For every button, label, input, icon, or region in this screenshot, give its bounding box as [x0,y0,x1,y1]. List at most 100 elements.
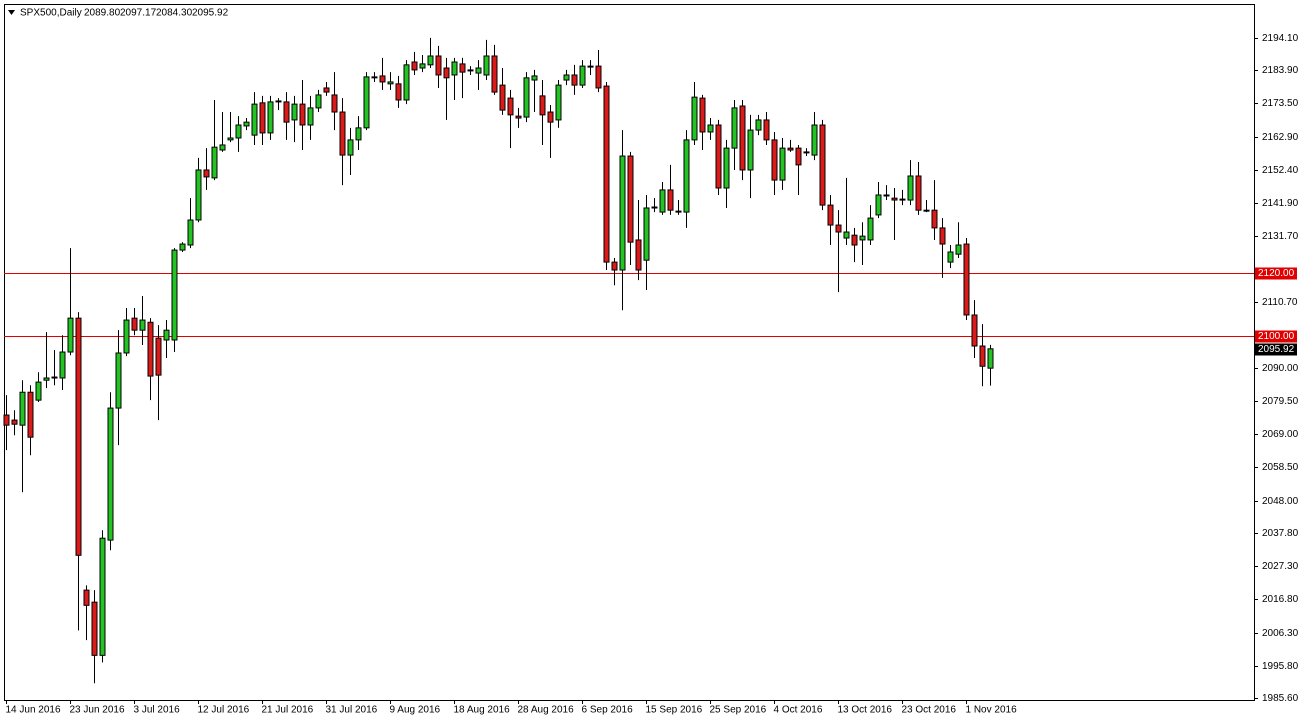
x-tick-label: 21 Jul 2016 [262,705,314,716]
candle-body [467,69,474,72]
candle-body [347,139,354,156]
candle-body [595,65,602,89]
y-tick-label: 1985.60 [1262,693,1299,704]
candle-body [979,345,986,367]
candle-body [547,111,554,123]
candle-body [203,169,210,178]
candle-body [747,129,754,171]
candle-body [187,219,194,246]
candle-body [75,317,82,556]
candle-body [571,74,578,86]
candle-body [155,337,162,376]
y-tick-label: 2152.40 [1262,165,1299,176]
candle-body [411,61,418,71]
candle-body [835,224,842,233]
candle-body [883,194,890,197]
candle-body [587,65,594,68]
y-tick-label: 2090.00 [1262,363,1299,374]
candle-body [819,124,826,206]
y-tick-label: 2069.00 [1262,429,1299,440]
candle-body [267,101,274,134]
candle-body [451,61,458,76]
y-tick-label: 2194.10 [1262,33,1299,44]
candle-body [731,107,738,149]
candle-body [115,352,122,409]
candle-body [683,139,690,213]
candle-body [955,244,962,255]
candle-body [627,155,634,243]
candle-body [371,76,378,79]
candle-body [691,96,698,141]
candle-body [723,147,730,189]
candle-body [51,376,58,379]
y-tick-label: 2048.00 [1262,496,1299,507]
candle-body [539,95,546,116]
candle-body [219,144,226,151]
candle-body [603,85,610,263]
candle-body [163,329,170,341]
x-tick-label: 12 Jul 2016 [198,705,250,716]
x-tick-label: 25 Sep 2016 [710,705,767,716]
menu-arrow[interactable] [8,10,15,15]
x-tick-label: 14 Jun 2016 [6,705,61,716]
candle-body [523,77,530,118]
candle-body [491,55,498,93]
candle-body [811,124,818,156]
candle-body [803,151,810,154]
x-tick-label: 28 Aug 2016 [518,705,575,716]
low-label: 2084.30 [156,8,193,19]
close-label: 2095.92 [192,8,229,19]
candle-body [243,121,250,127]
candle-body [211,146,218,179]
candle-body [3,414,10,426]
x-tick-label: 31 Jul 2016 [326,705,378,716]
candle-body [499,84,506,111]
candle-body [579,65,586,86]
candle-body [651,206,658,209]
candle-body [307,107,314,126]
candle-body [659,189,666,213]
h-line-tag [1255,330,1297,343]
candle-body [259,102,266,134]
candle-body [987,348,994,369]
candle-body [555,84,562,121]
candle-body [171,249,178,341]
candle-body [123,319,130,354]
plot-frame [4,4,1255,701]
price-label: 2095.92 [1258,344,1295,355]
y-tick-label: 2131.70 [1262,231,1299,242]
candle-body [195,169,202,221]
candle-body [963,243,970,316]
y-tick-label: 2183.90 [1262,65,1299,76]
candle-body [291,103,298,121]
x-tick-label: 3 Jul 2016 [134,705,181,716]
candle-body [91,601,98,656]
y-tick-label: 2141.90 [1262,198,1299,209]
candle-body [99,537,106,656]
candle-body [379,75,386,83]
y-tick-label: 2162.90 [1262,132,1299,143]
candle-body [403,64,410,101]
candle-body [755,119,762,131]
high-label: 2097.17 [120,8,157,19]
candle-body [459,63,466,73]
y-tick-label: 2037.80 [1262,528,1299,539]
candle-body [635,239,642,271]
candle-body [179,243,186,251]
candle-body [507,97,514,116]
candle-body [27,391,34,438]
h-line-label: 2120.00 [1258,268,1295,279]
candle-body [419,63,426,69]
candle-body [531,75,538,81]
candle-body [739,105,746,171]
candle-body [275,100,282,103]
candle-body [707,124,714,133]
x-tick-label: 23 Oct 2016 [902,705,957,716]
candle-body [19,391,26,426]
y-tick-label: 1995.80 [1262,661,1299,672]
candle-body [235,124,242,139]
candle-body [851,234,858,246]
candle-body [779,147,786,181]
x-tick-label: 15 Sep 2016 [646,705,703,716]
candle-body [859,235,866,241]
